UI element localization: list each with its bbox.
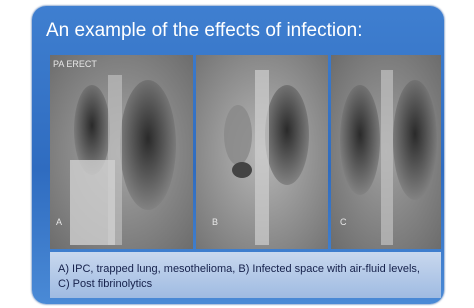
xray-panels: PA ERECT A B C (50, 55, 441, 249)
image-marker: PA ERECT (53, 59, 97, 69)
xray-b (196, 55, 328, 249)
xray-c (331, 55, 441, 249)
xray-a (50, 55, 193, 249)
caption-line: A) IPC, trapped lung, mesothelioma, B) I… (58, 263, 420, 275)
panel-label: A (56, 217, 62, 227)
slide-title: An example of the effects of infection: (46, 20, 363, 41)
caption: A) IPC, trapped lung, mesothelioma, B) I… (58, 262, 420, 292)
panel-label: B (212, 217, 218, 227)
caption-box (50, 252, 441, 298)
panel-label: C (340, 217, 347, 227)
caption-line: C) Post fibrinolytics (58, 278, 153, 290)
